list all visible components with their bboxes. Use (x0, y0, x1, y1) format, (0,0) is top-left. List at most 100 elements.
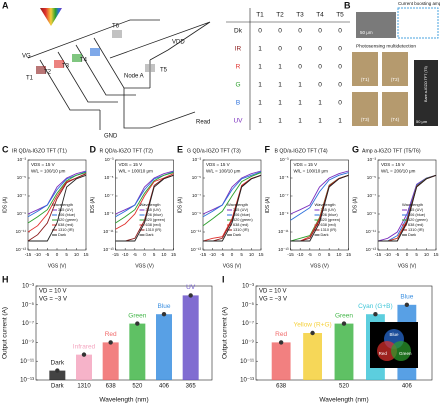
annotation: W/L = 100/10 μm (294, 169, 329, 174)
table-cell: 1 (278, 118, 282, 125)
curve (377, 174, 437, 242)
legend-title: Wavelength (227, 202, 248, 207)
curve (115, 170, 174, 215)
annotation: VDS = 15 V (206, 162, 230, 167)
legend-label: 1310 (IR) (58, 228, 75, 232)
x-tick-label: -15 (112, 252, 119, 257)
curve (202, 172, 262, 227)
y-tick-label: 10⁻⁹ (279, 211, 288, 216)
curve (290, 174, 349, 242)
photo (352, 52, 378, 86)
table-header: T2 (276, 12, 284, 19)
x-tick-label: 520 (132, 384, 143, 390)
x-axis-label: Wavelength (nm) (99, 397, 148, 404)
y-tick-label: 10⁻⁵ (279, 175, 288, 180)
y-tick-label: 10⁻¹¹ (103, 229, 114, 234)
annotation: VDS = 15 V (119, 162, 143, 167)
y-tick-label: 10⁻⁷ (17, 193, 26, 198)
legend-title: Wavelength (140, 202, 161, 207)
x-tick-label: 10 (424, 252, 430, 257)
bar (182, 295, 199, 380)
circuit-label: VG (22, 54, 31, 60)
table-cell: 1 (258, 64, 262, 71)
x-tick-label: 5 (240, 252, 243, 257)
legend-label: 1310 (IR) (408, 228, 425, 232)
x-tick-label: 0 (56, 252, 59, 257)
x-tick-label: 5 (415, 252, 418, 257)
annotation: VD = 10 V (39, 289, 67, 295)
wires (27, 19, 211, 130)
x-tick-label: 5 (328, 252, 331, 257)
t4-body (90, 48, 100, 56)
x-tick-label: 10 (161, 252, 167, 257)
amp-box (397, 7, 439, 39)
y-tick-label: 10⁻⁵ (242, 301, 255, 308)
inset-circle (377, 341, 397, 361)
y-tick-label: 10⁻³ (105, 157, 114, 162)
point (81, 352, 87, 357)
x-axis-label: VGS (V) (310, 263, 329, 269)
x-tick-label: 365 (186, 384, 197, 390)
point (188, 293, 193, 298)
panel-letter: E (177, 144, 183, 154)
x-tick-label: 10 (249, 252, 255, 257)
x-tick-label: -10 (209, 252, 216, 257)
x-axis-label: VGS (V) (223, 263, 242, 269)
photo-label: (T3) (361, 117, 370, 122)
y-axis-label: IDS (A) (90, 196, 96, 213)
y-tick-label: 10⁻⁹ (367, 211, 376, 216)
x-tick-label: -15 (287, 252, 294, 257)
table-cell: R (236, 64, 241, 71)
x-tick-label: Dark (51, 384, 65, 390)
x-tick-label: 520 (339, 384, 350, 390)
bar-label: Infrared (73, 343, 96, 350)
bar-label: Red (105, 331, 117, 338)
table-cell: 1 (318, 118, 322, 125)
photo (414, 60, 438, 126)
table-cell: 0 (338, 100, 342, 107)
annotation: VDS = 15 V (381, 162, 405, 167)
x-axis-label: Wavelength (nm) (319, 397, 368, 404)
x-tick-label: -5 (395, 252, 399, 257)
y-axis-label: IDS (A) (177, 196, 183, 213)
bar-label: Cyan (G+B) (358, 303, 393, 310)
x-tick-label: 5 (153, 252, 156, 257)
photo (356, 12, 396, 38)
y-tick-label: 10⁻¹³ (366, 247, 377, 252)
y-tick-label: 10⁻¹¹ (278, 229, 289, 234)
table-cell: 0 (338, 64, 342, 71)
y-axis-label: IDS (A) (265, 196, 271, 213)
legend-label: 365 (UV) (321, 208, 337, 212)
table-cell: B (236, 100, 240, 107)
curve (378, 174, 437, 242)
x-tick-label: 10 (336, 252, 342, 257)
curve (378, 174, 437, 242)
legend-label: 365 (UV) (58, 208, 74, 212)
table-cell: 0 (318, 46, 322, 53)
t3-body (72, 54, 82, 62)
table-cell: 0 (338, 82, 342, 89)
circuit-label: Read (196, 120, 210, 126)
legend-label: 520 (green) (321, 218, 341, 222)
legend-label: Dark (146, 233, 154, 237)
x-tick-label: -15 (200, 252, 207, 257)
photo-label: (T2) (391, 77, 400, 82)
bar (334, 323, 354, 380)
table-header: T5 (336, 12, 344, 19)
curve (27, 170, 87, 215)
table-cell: 1 (318, 100, 322, 107)
curve (290, 174, 349, 242)
table-cell: 0 (318, 28, 322, 35)
y-tick-label: 10⁻⁵ (17, 175, 26, 180)
point (161, 312, 167, 317)
annotation: W/L = 200/10 μm (381, 169, 416, 174)
annotation: W/L = 100/10 μm (31, 169, 66, 174)
y-tick-label: 10⁻⁷ (104, 193, 113, 198)
x-tick-label: -5 (220, 252, 224, 257)
x-tick-label: 638 (106, 384, 117, 390)
scale-bar: 50 μm (360, 30, 373, 35)
annotation: VDS = 15 V (31, 162, 55, 167)
table-cell: 0 (298, 46, 302, 53)
table-cell: IR (235, 46, 242, 53)
